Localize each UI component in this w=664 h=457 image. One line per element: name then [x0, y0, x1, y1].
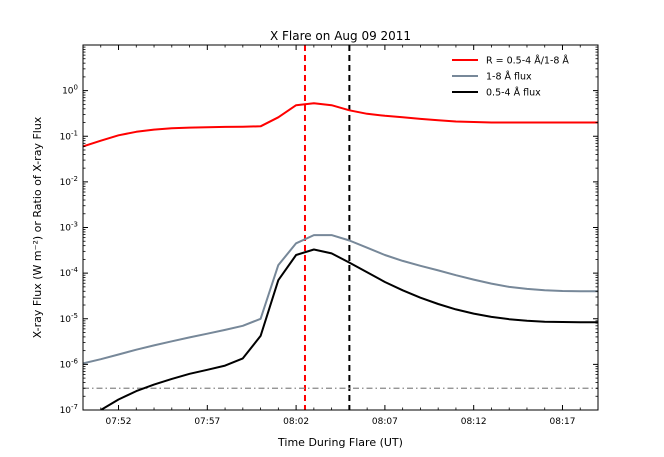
- y-tick-label: 100: [62, 84, 78, 97]
- y-tick-base: 10: [60, 360, 72, 370]
- legend-label-2: 1-8 Å flux: [486, 71, 532, 83]
- legend: R = 0.5-4 Å/1-8 Å 1-8 Å flux 0.5-4 Å flux: [452, 55, 569, 99]
- x-tick-label: 08:12: [461, 417, 487, 427]
- y-tick-label: 10-6: [60, 357, 79, 370]
- y-tick-base: 10: [60, 132, 72, 142]
- y-tick-base: 10: [60, 406, 72, 416]
- y-tick-base: 10: [60, 224, 72, 234]
- y-tick-base: 10: [60, 178, 72, 188]
- y-tick-label: 10-2: [60, 175, 78, 188]
- x-axis-label: Time During Flare (UT): [277, 436, 403, 449]
- y-tick-exponent: -1: [71, 129, 78, 137]
- x-tick-label: 08:02: [283, 417, 309, 427]
- series-line-1: [83, 102, 598, 148]
- y-tick-exponent: -3: [71, 221, 78, 229]
- x-tick-label: 07:52: [106, 417, 132, 427]
- series-line-2: [83, 234, 598, 365]
- y-tick-base: 10: [60, 315, 72, 325]
- y-tick-label: 10-5: [60, 312, 78, 325]
- legend-label-3: 0.5-4 Å flux: [486, 87, 541, 99]
- y-axis-label: X-ray Flux (W m⁻²) or Ratio of X-ray Flu…: [31, 116, 44, 338]
- y-tick-label: 10-7: [60, 403, 78, 416]
- y-tick-base: 10: [60, 269, 72, 279]
- y-tick-exponent: -6: [71, 357, 79, 365]
- legend-label-1: R = 0.5-4 Å/1-8 Å: [486, 55, 569, 67]
- y-tick-base: 10: [62, 87, 74, 97]
- chart-title: X Flare on Aug 09 2011: [270, 29, 411, 43]
- x-tick-label: 08:17: [550, 417, 576, 427]
- series-line-3: [100, 248, 598, 410]
- y-tick-exponent: -2: [71, 175, 78, 183]
- y-tick-exponent: -5: [71, 312, 78, 320]
- y-tick-exponent: -7: [71, 403, 78, 411]
- plot-area: [82, 44, 599, 411]
- y-tick-label: 10-4: [60, 266, 79, 279]
- y-tick-exponent: -4: [71, 266, 79, 274]
- x-tick-label: 07:57: [194, 417, 220, 427]
- y-tick-exponent: 0: [74, 84, 78, 92]
- y-tick-label: 10-1: [60, 129, 78, 142]
- x-tick-label: 08:07: [372, 417, 398, 427]
- y-tick-label: 10-3: [60, 221, 78, 234]
